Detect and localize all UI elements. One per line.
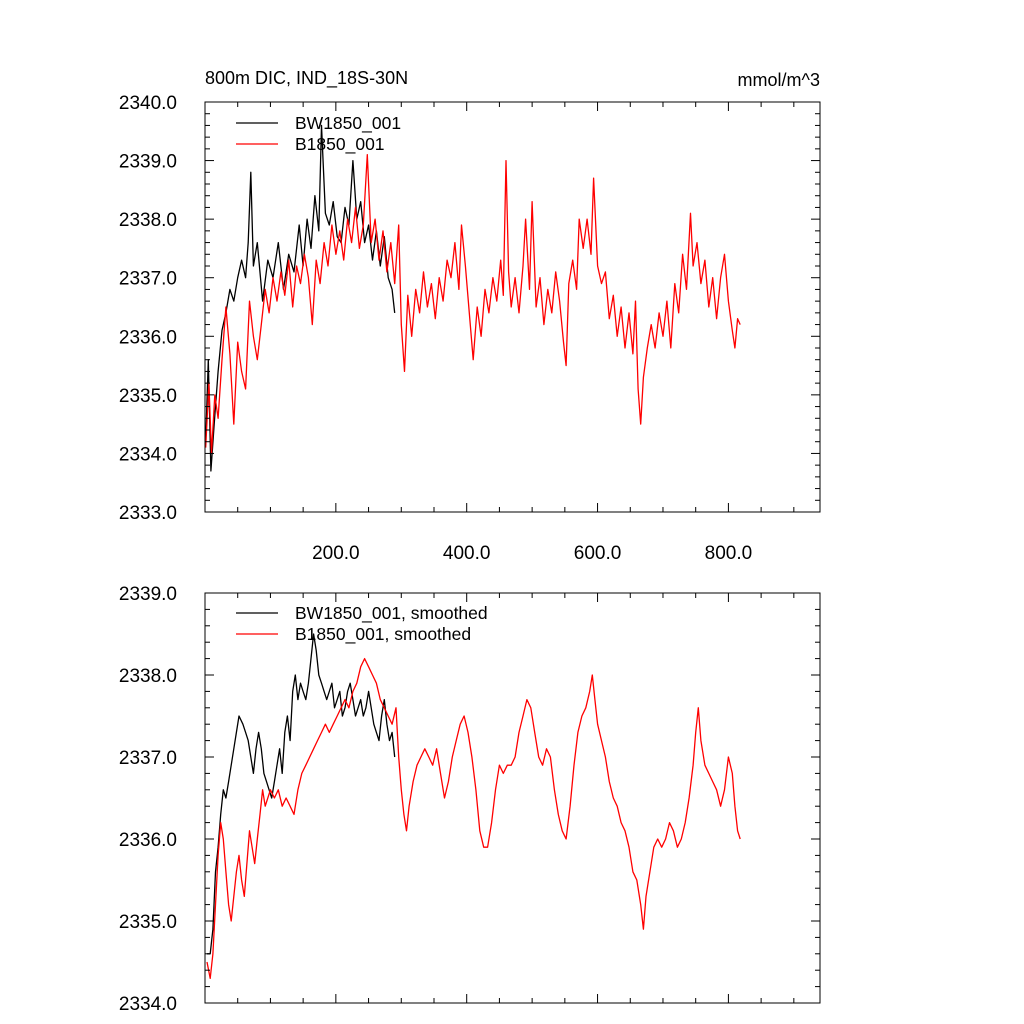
y-tick-label: 2335.0 — [119, 912, 177, 933]
top-plot-frame — [204, 101, 821, 513]
legend-label-bw1850-001: BW1850_001 — [295, 113, 401, 134]
x-tick-label: 400.0 — [443, 543, 491, 564]
y-tick-label: 2339.0 — [119, 152, 177, 173]
y-tick-label: 2339.0 — [119, 584, 177, 605]
bottom-series-lines — [206, 633, 741, 980]
y-tick-label: 2340.0 — [119, 93, 177, 114]
top-legend: BW1850_001 B1850_001 — [236, 113, 401, 155]
units-label: mmol/m^3 — [738, 70, 820, 90]
top-ticks: 2333.0 2334.0 2335.0 2336.0 2337.0 2338.0 2339… — [119, 93, 820, 564]
y-tick-label: 2337.0 — [119, 269, 177, 290]
bottom-plot-frame — [204, 592, 821, 1004]
y-tick-label: 2334.0 — [119, 994, 177, 1015]
y-tick-label: 2333.0 — [119, 503, 177, 524]
bottom-chart-panel: 2334.0 2335.0 2336.0 2337.0 2338.0 2339.0 BW1… — [119, 584, 821, 1015]
top-chart-panel: 800m DIC, IND_18S-30N mmol/m^3 2333.0233… — [119, 68, 821, 564]
top-series-lines — [205, 124, 741, 472]
y-tick-label: 2338.0 — [119, 666, 177, 687]
y-tick-label: 2335.0 — [119, 386, 177, 407]
legend-label-b1850-001: B1850_001 — [295, 134, 385, 155]
y-tick-label: 2337.0 — [119, 748, 177, 769]
x-tick-label: 600.0 — [574, 543, 622, 564]
y-tick-label: 2334.0 — [119, 444, 177, 465]
x-tick-label: 800.0 — [705, 543, 753, 564]
y-tick-label: 2338.0 — [119, 210, 177, 231]
series-line-b1850-001 — [205, 154, 741, 455]
series-line-bw1850-001-smoothed — [207, 633, 396, 955]
bottom-legend: BW1850_001, smoothed B1850_001, smoothed — [236, 603, 488, 645]
x-tick-label: 200.0 — [312, 543, 360, 564]
bottom-ticks: 2334.0 2335.0 2336.0 2337.0 2338.0 2339.0 — [119, 584, 820, 1015]
chart-title: 800m DIC, IND_18S-30N — [205, 68, 408, 89]
series-line-b1850-001-smoothed — [206, 657, 741, 980]
legend-label-bw1850-001-smoothed: BW1850_001, smoothed — [295, 603, 488, 624]
y-tick-label: 2336.0 — [119, 830, 177, 851]
y-tick-label: 2336.0 — [119, 327, 177, 348]
legend-label-b1850-001-smoothed: B1850_001, smoothed — [295, 624, 471, 645]
